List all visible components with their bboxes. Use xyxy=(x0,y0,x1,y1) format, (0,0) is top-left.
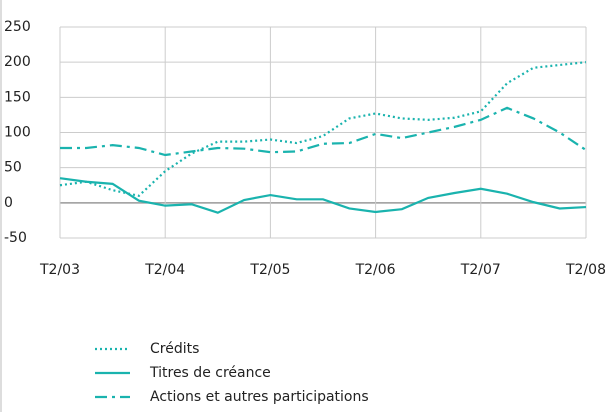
x-tick-label: T2/06 xyxy=(355,262,396,278)
x-tick-label: T2/04 xyxy=(144,262,185,278)
legend-label: Actions et autres participations xyxy=(150,389,369,405)
series-line xyxy=(59,177,587,214)
x-tick-label: T2/03 xyxy=(39,262,80,278)
y-tick-label: 100 xyxy=(4,125,31,141)
x-tick-label: T2/08 xyxy=(565,262,606,278)
y-tick-label: 0 xyxy=(4,195,13,211)
y-tick-label: -50 xyxy=(4,230,27,246)
series-line xyxy=(60,106,587,157)
y-tick-label: 200 xyxy=(4,54,31,70)
x-tick-label: T2/07 xyxy=(460,262,501,278)
legend-label: Titres de créance xyxy=(149,365,271,381)
series-line xyxy=(59,61,587,197)
x-tick-label: T2/05 xyxy=(249,262,290,278)
y-tick-label: 250 xyxy=(4,19,31,35)
y-tick-label: 50 xyxy=(4,160,22,176)
y-tick-label: 150 xyxy=(4,89,31,105)
legend-label: Crédits xyxy=(150,341,199,357)
